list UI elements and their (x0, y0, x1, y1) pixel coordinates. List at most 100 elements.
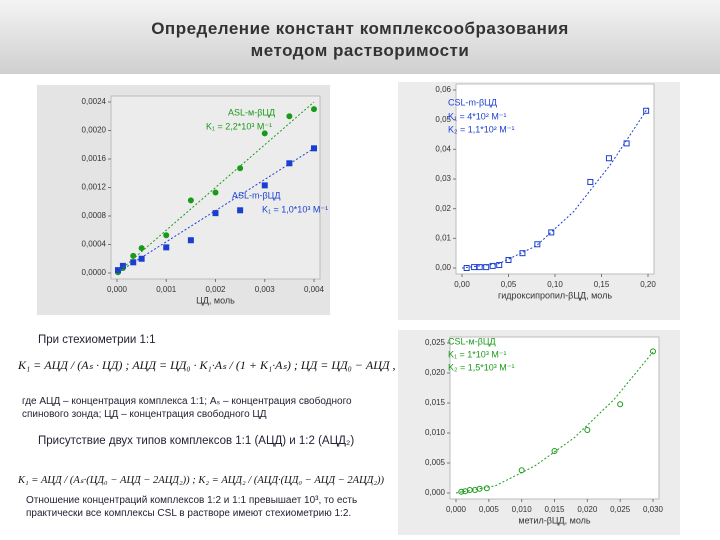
formula: K₁ = АЦД / (Aₛ·(ЦД₀ − АЦД − 2АЦД₂)) ; K₂… (18, 475, 384, 486)
point (476, 264, 483, 271)
title-line: методом растворимости (250, 41, 470, 60)
x-tick-label: 0,004 (304, 285, 325, 294)
y-tick-label: 0,0004 (82, 240, 107, 249)
x-tick-label: 0,020 (577, 505, 598, 514)
y-tick-label: 0,020 (425, 368, 446, 377)
point (605, 155, 612, 162)
annotation: K₁ = 4*10² M⁻¹ (448, 111, 507, 121)
x-tick-label: 0,003 (255, 285, 276, 294)
text: При стехиометрии 1:1 (38, 334, 156, 346)
point (534, 241, 541, 248)
annotation: K₂ = 1,5*10³ M⁻¹ (448, 362, 515, 372)
x-axis-label: ЦД, моль (196, 295, 235, 305)
x-tick-label: 0,001 (156, 285, 177, 294)
plot-area (455, 83, 655, 275)
y-tick-label: 0,05 (435, 115, 451, 124)
point (138, 245, 145, 252)
point (311, 106, 317, 113)
point (496, 262, 503, 269)
formula: K₁ = АЦД / (Aₛ · ЦД) ; АЦД = ЦД₀ · K₁·Aₛ… (18, 358, 396, 372)
x-tick-label: 0,15 (594, 280, 610, 289)
text: где АЦД – концентрация комплекса 1:1; Aₛ… (22, 396, 352, 420)
point (119, 262, 126, 269)
annotation: K₁ = 1,0*10³ M⁻¹ (262, 204, 328, 214)
y-tick-label: 0,0012 (82, 183, 107, 192)
x-tick-label: 0,10 (547, 280, 563, 289)
point (130, 252, 137, 259)
point (643, 107, 650, 114)
y-tick-label: 0,0024 (82, 97, 107, 106)
point (187, 237, 194, 244)
y-tick-label: 0,06 (435, 85, 451, 94)
fit-line (116, 101, 315, 274)
fit-line (461, 107, 649, 269)
point (458, 488, 465, 495)
y-tick-label: 0,00 (435, 263, 451, 272)
x-tick-label: 0,000 (446, 505, 467, 514)
point (617, 401, 624, 408)
point (551, 448, 558, 454)
point (548, 229, 555, 236)
point (587, 178, 594, 185)
y-tick-label: 0,025 (425, 338, 446, 347)
point (212, 189, 219, 196)
y-tick-label: 0,04 (435, 144, 451, 153)
title-line: Определение констант комплексообразовани… (151, 19, 569, 38)
x-tick-label: 0,20 (640, 280, 656, 289)
fit-line (116, 147, 315, 274)
x-axis-label: гидроксипропил-βЦД, моль (498, 290, 612, 300)
y-tick-label: 0,005 (425, 458, 446, 467)
fit-line (455, 351, 654, 494)
text: Присутствие двух типов комплексов 1:1 (А… (38, 435, 355, 447)
x-tick-label: 0,002 (205, 285, 226, 294)
point (261, 182, 268, 189)
y-tick-label: 0,010 (425, 428, 446, 437)
y-tick-label: 0,0020 (82, 126, 107, 135)
x-tick-label: 0,005 (479, 505, 500, 514)
text: Отношение концентраций комплексов 1:2 и … (26, 495, 358, 519)
point (584, 427, 591, 433)
point (138, 255, 145, 262)
x-tick-label: 0,05 (501, 280, 517, 289)
annotation: K₂ = 1,1*10² M⁻¹ (448, 124, 515, 134)
point (114, 267, 121, 274)
annotation: ASL-m-βЦД (232, 190, 280, 200)
point (286, 113, 293, 120)
x-axis-label: метил-βЦД, моль (518, 515, 590, 525)
point (237, 207, 244, 214)
annotation: CSL-m-βЦД (448, 97, 497, 107)
point (650, 348, 656, 355)
point (237, 165, 244, 172)
point (187, 197, 194, 204)
point (489, 262, 496, 269)
x-tick-label: 0,025 (610, 505, 631, 514)
y-tick-label: 0,0016 (82, 154, 107, 163)
point (212, 210, 219, 217)
point (163, 244, 170, 251)
x-tick-label: 0,000 (107, 285, 128, 294)
annotation: CSL-м-βЦД (448, 336, 496, 346)
point (163, 232, 170, 239)
point (463, 265, 470, 271)
annotation: K₁ = 1*10³ M⁻¹ (448, 349, 507, 359)
y-tick-label: 0,000 (425, 488, 446, 497)
y-tick-label: 0,02 (435, 204, 451, 213)
x-tick-label: 0,00 (454, 280, 470, 289)
x-tick-label: 0,015 (544, 505, 565, 514)
y-tick-label: 0,03 (435, 174, 451, 183)
y-tick-label: 0,01 (435, 233, 451, 242)
point (130, 259, 137, 266)
x-tick-label: 0,030 (643, 505, 664, 514)
point (261, 130, 268, 137)
y-tick-label: 0,0000 (82, 268, 107, 277)
title-band: Определение констант комплексообразовани… (0, 0, 720, 74)
point (286, 160, 293, 167)
annotation: K₁ = 2,2*10³ M⁻¹ (206, 121, 272, 131)
y-tick-label: 0,0008 (82, 211, 107, 220)
x-tick-label: 0,010 (512, 505, 533, 514)
y-tick-label: 0,015 (425, 398, 446, 407)
annotation: ASL-м-βЦД (228, 107, 275, 117)
plot-area (449, 336, 660, 500)
